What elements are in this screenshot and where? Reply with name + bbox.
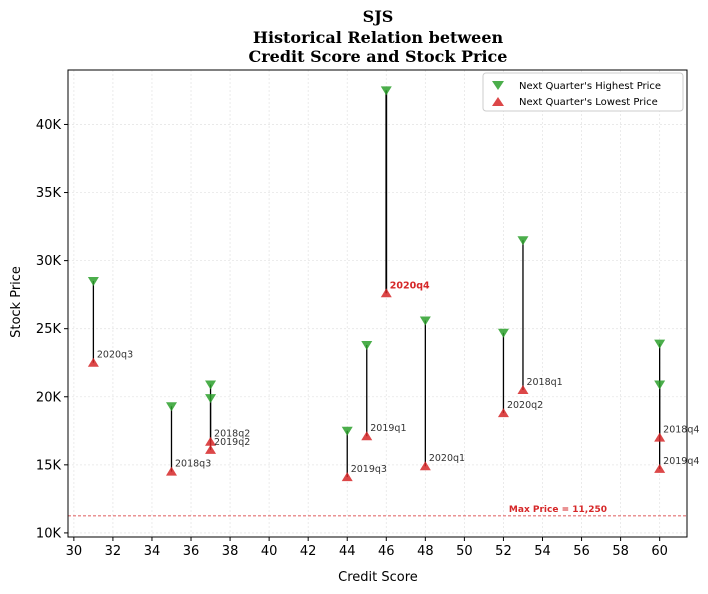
legend-marker-high — [492, 81, 504, 90]
legend-label-low: Next Quarter's Lowest Price — [519, 97, 658, 108]
low-price-marker — [419, 461, 431, 471]
low-price-marker — [654, 463, 666, 473]
legend-box — [482, 72, 684, 112]
y-tick-label: 35K — [36, 186, 62, 201]
low-price-marker — [341, 472, 353, 482]
y-tick-label: 40K — [36, 118, 62, 133]
point-label: 2020q1 — [429, 453, 465, 464]
x-tick-label: 60 — [651, 544, 668, 559]
x-tick-label: 44 — [339, 544, 356, 559]
point-label: 2018q1 — [526, 377, 562, 388]
y-tick-label: 30K — [36, 254, 62, 269]
point-label: 2018q4 — [663, 425, 699, 436]
x-tick-label: 36 — [183, 544, 200, 559]
markers — [87, 86, 666, 482]
low-price-marker — [205, 436, 217, 446]
reference-line-group: Max Price = 11,250 — [68, 505, 687, 517]
low-price-marker — [497, 408, 509, 418]
high-price-marker — [497, 328, 509, 338]
high-price-marker — [165, 402, 177, 412]
high-price-marker — [654, 339, 666, 349]
x-tick-label: 50 — [456, 544, 473, 559]
x-tick-label: 48 — [417, 544, 434, 559]
y-tick-label: 10K — [36, 526, 62, 541]
x-tick-label: 42 — [300, 544, 317, 559]
point-label: 2019q1 — [370, 423, 406, 434]
x-tick-label: 32 — [105, 544, 122, 559]
x-tick-label: 34 — [144, 544, 161, 559]
low-price-marker — [380, 288, 392, 298]
x-tick-label: 30 — [66, 544, 83, 559]
high-price-marker — [87, 277, 99, 287]
point-label: 2020q4 — [390, 280, 430, 291]
y-tick-label: 20K — [36, 390, 62, 405]
y-tick-label: 25K — [36, 322, 62, 337]
x-tick-label: 46 — [378, 544, 395, 559]
point-label: 2020q2 — [507, 400, 543, 411]
x-tick-label: 52 — [495, 544, 512, 559]
low-price-marker — [87, 357, 99, 367]
x-tick-label: 56 — [573, 544, 590, 559]
legend-label-high: Next Quarter's Highest Price — [519, 81, 661, 92]
point-label: 2018q2 — [214, 429, 250, 440]
high-price-marker — [205, 380, 217, 390]
high-price-marker — [341, 426, 353, 436]
y-axis-ticks: 10K 15K 20K 25K 30K 35K 40K — [36, 118, 68, 541]
low-price-marker — [165, 466, 177, 476]
chart-title-line-3: Credit Score and Stock Price — [249, 47, 508, 66]
x-tick-label: 58 — [612, 544, 629, 559]
point-label: 2020q3 — [97, 350, 133, 361]
grid — [68, 70, 687, 537]
y-axis-label: Stock Price — [9, 266, 24, 338]
legend: Next Quarter's Highest Price Next Quarte… — [482, 72, 684, 112]
point-label: 2019q3 — [351, 464, 387, 475]
point-label: 2018q3 — [175, 459, 211, 470]
point-label: 2019q4 — [663, 456, 699, 467]
chart-title-line-2: Historical Relation between — [253, 28, 504, 47]
plot-frame — [67, 69, 688, 538]
x-axis-label: Credit Score — [338, 570, 418, 585]
high-price-marker — [419, 316, 431, 326]
low-price-marker — [205, 444, 217, 454]
high-price-marker — [517, 236, 529, 246]
x-axis-ticks: 30 32 34 36 38 40 42 44 46 48 50 52 54 56 58 60 — [66, 537, 668, 559]
chart-title: SJS Historical Relation between Credit S… — [249, 7, 508, 66]
legend-marker-low — [492, 97, 504, 106]
low-price-marker — [654, 432, 666, 442]
point-label: 2019q2 — [214, 437, 250, 448]
chart-title-line-1: SJS — [363, 7, 394, 26]
x-tick-label: 38 — [222, 544, 239, 559]
low-price-marker — [361, 431, 373, 441]
high-price-marker — [361, 341, 373, 351]
x-tick-label: 40 — [261, 544, 278, 559]
low-price-marker — [517, 384, 529, 394]
range-lines — [92, 90, 661, 478]
max-price-label: Max Price = 11,250 — [509, 505, 607, 515]
y-tick-label: 15K — [36, 458, 62, 473]
x-tick-label: 54 — [534, 544, 551, 559]
high-price-marker — [380, 86, 392, 96]
high-price-marker — [654, 380, 666, 390]
high-price-marker — [205, 394, 217, 404]
